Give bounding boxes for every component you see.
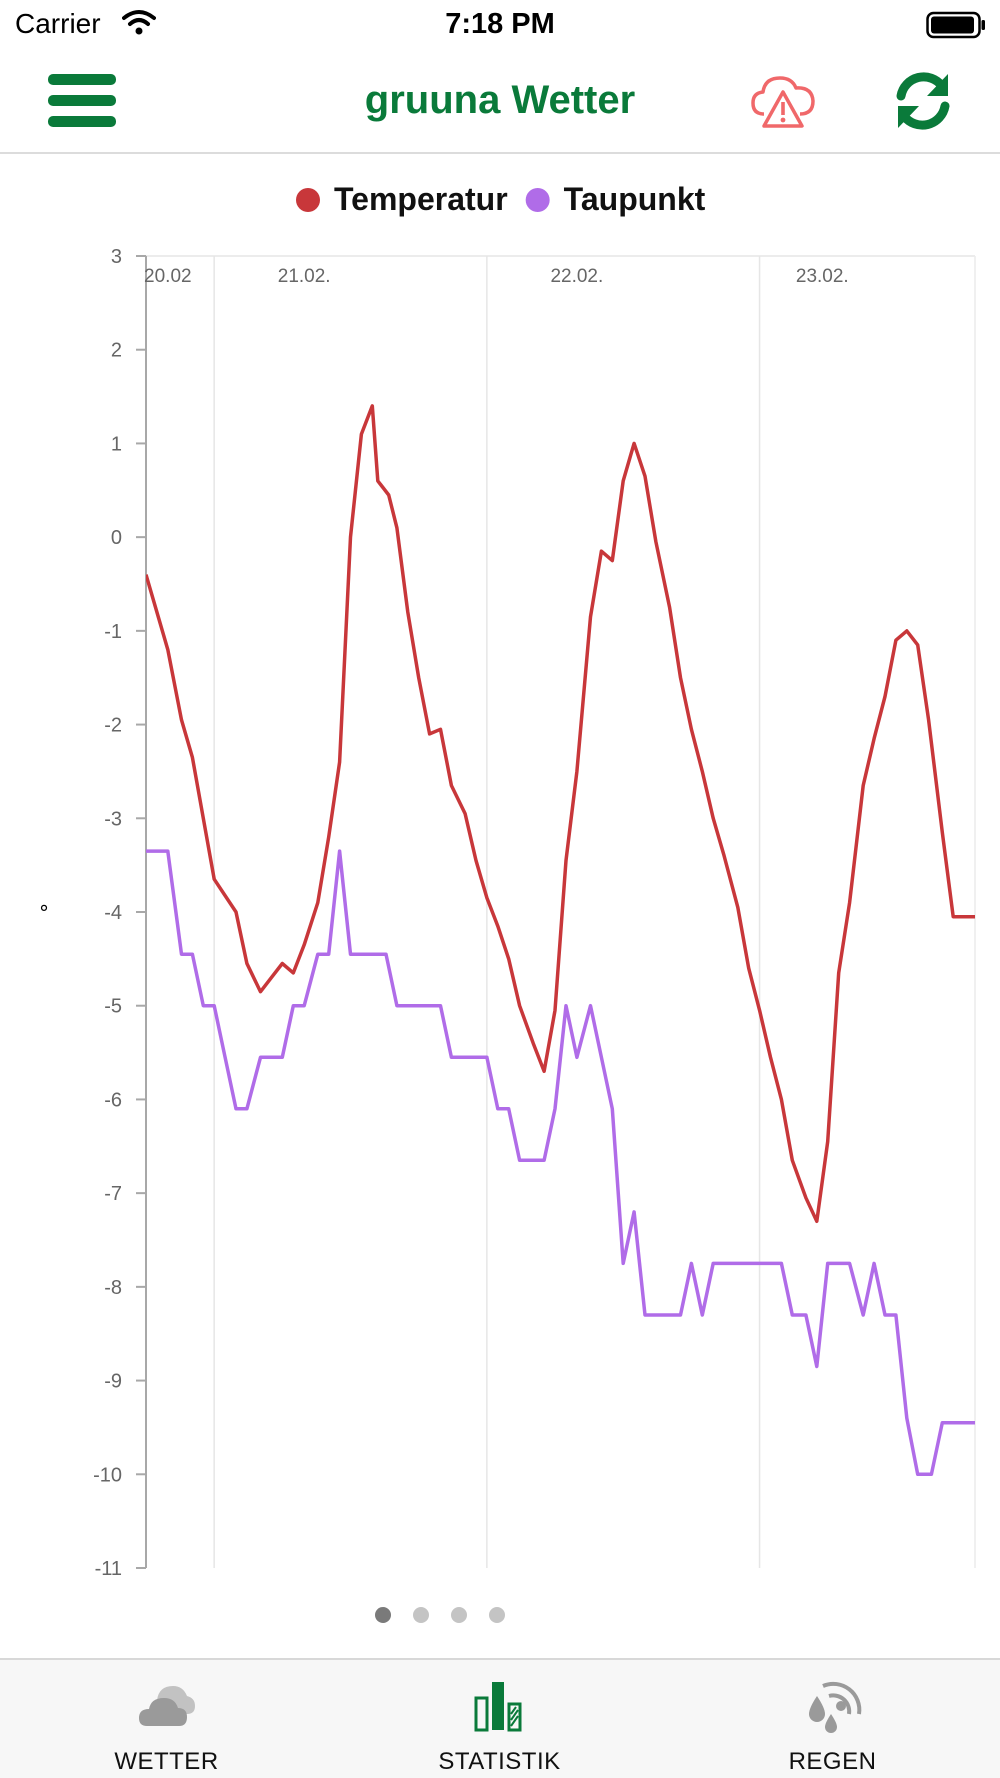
y-tick-label: -6 bbox=[104, 1089, 122, 1111]
nav-bar: gruuna Wetter bbox=[0, 50, 1000, 154]
temperature-dewpoint-chart: 3 2 1 0 -1 -2 -3 -4 -5 -6 -7 -8 -9 -10 -11 ° 20.02 21.02.… bbox=[39, 181, 976, 1580]
y-tick-label: 2 bbox=[111, 340, 122, 362]
x-tick-label: 22.02. bbox=[550, 266, 603, 287]
carrier-label: Carrier bbox=[15, 8, 101, 39]
refresh-icon bbox=[896, 72, 950, 130]
page-dot[interactable] bbox=[489, 1607, 505, 1623]
tab-regen[interactable]: REGEN bbox=[666, 1660, 999, 1778]
refresh-button[interactable] bbox=[890, 68, 956, 134]
y-tick-label: -9 bbox=[104, 1371, 122, 1393]
page-dot[interactable] bbox=[413, 1607, 429, 1623]
status-bar: Carrier 7:18 PM bbox=[0, 0, 1000, 50]
battery-icon bbox=[926, 11, 985, 39]
wifi-icon bbox=[122, 10, 156, 35]
page-dot[interactable] bbox=[375, 1607, 391, 1623]
y-tick-label: 1 bbox=[111, 433, 122, 455]
tab-label-wetter: WETTER bbox=[114, 1748, 219, 1775]
statistics-chart[interactable]: 3 2 1 0 -1 -2 -3 -4 -5 -6 -7 -8 -9 -10 -11 ° 20.02 21.02.… bbox=[0, 156, 1000, 1656]
legend-label: Temperatur bbox=[334, 181, 508, 217]
x-tick-label: 23.02. bbox=[796, 266, 849, 287]
y-tick-label: -2 bbox=[104, 715, 122, 737]
x-tick-label: 21.02. bbox=[278, 266, 331, 287]
hamburger-menu-icon bbox=[48, 74, 116, 127]
y-tick-label: -10 bbox=[93, 1464, 122, 1486]
cloud-warning-icon bbox=[751, 76, 815, 128]
cloud-icon bbox=[138, 1686, 195, 1726]
tab-label-statistik: STATISTIK bbox=[438, 1748, 561, 1775]
legend-item-temperatur[interactable]: Temperatur bbox=[296, 181, 508, 217]
legend-marker bbox=[525, 188, 550, 212]
y-tick-label: -4 bbox=[104, 902, 122, 924]
legend-label: Taupunkt bbox=[564, 181, 706, 217]
y-tick-label: -3 bbox=[104, 808, 122, 830]
menu-button[interactable] bbox=[44, 68, 120, 134]
y-tick-label: 3 bbox=[111, 246, 122, 268]
rain-radar-icon bbox=[808, 1681, 861, 1733]
series-line-temperatur bbox=[146, 404, 975, 1224]
app-title: gruuna Wetter bbox=[364, 78, 636, 122]
page-dot[interactable] bbox=[451, 1607, 467, 1623]
y-tick-label: 0 bbox=[111, 527, 122, 549]
legend-marker bbox=[296, 188, 320, 212]
tab-wetter[interactable]: WETTER bbox=[0, 1660, 333, 1778]
status-time: 7:18 PM bbox=[445, 8, 555, 40]
legend-item-taupunkt[interactable]: Taupunkt bbox=[525, 181, 706, 217]
weather-warning-button[interactable] bbox=[750, 70, 816, 132]
y-axis-label: ° bbox=[39, 901, 49, 925]
bar-chart-icon bbox=[474, 1682, 521, 1732]
y-tick-label: -7 bbox=[104, 1183, 122, 1205]
y-tick-label: -11 bbox=[95, 1558, 122, 1580]
y-tick-label: -8 bbox=[104, 1277, 122, 1299]
tab-statistik[interactable]: STATISTIK bbox=[333, 1660, 666, 1778]
page-indicator-dots bbox=[375, 1607, 505, 1623]
x-tick-label: 20.02 bbox=[144, 266, 192, 287]
series-line-taupunkt bbox=[146, 849, 975, 1477]
y-tick-label: -1 bbox=[104, 621, 122, 643]
tab-label-regen: REGEN bbox=[788, 1748, 877, 1775]
y-tick-label: -5 bbox=[104, 996, 122, 1018]
tab-bar: WETTER STATISTIK REGEN bbox=[0, 1658, 1000, 1778]
page-indicator[interactable] bbox=[0, 1600, 1000, 1630]
